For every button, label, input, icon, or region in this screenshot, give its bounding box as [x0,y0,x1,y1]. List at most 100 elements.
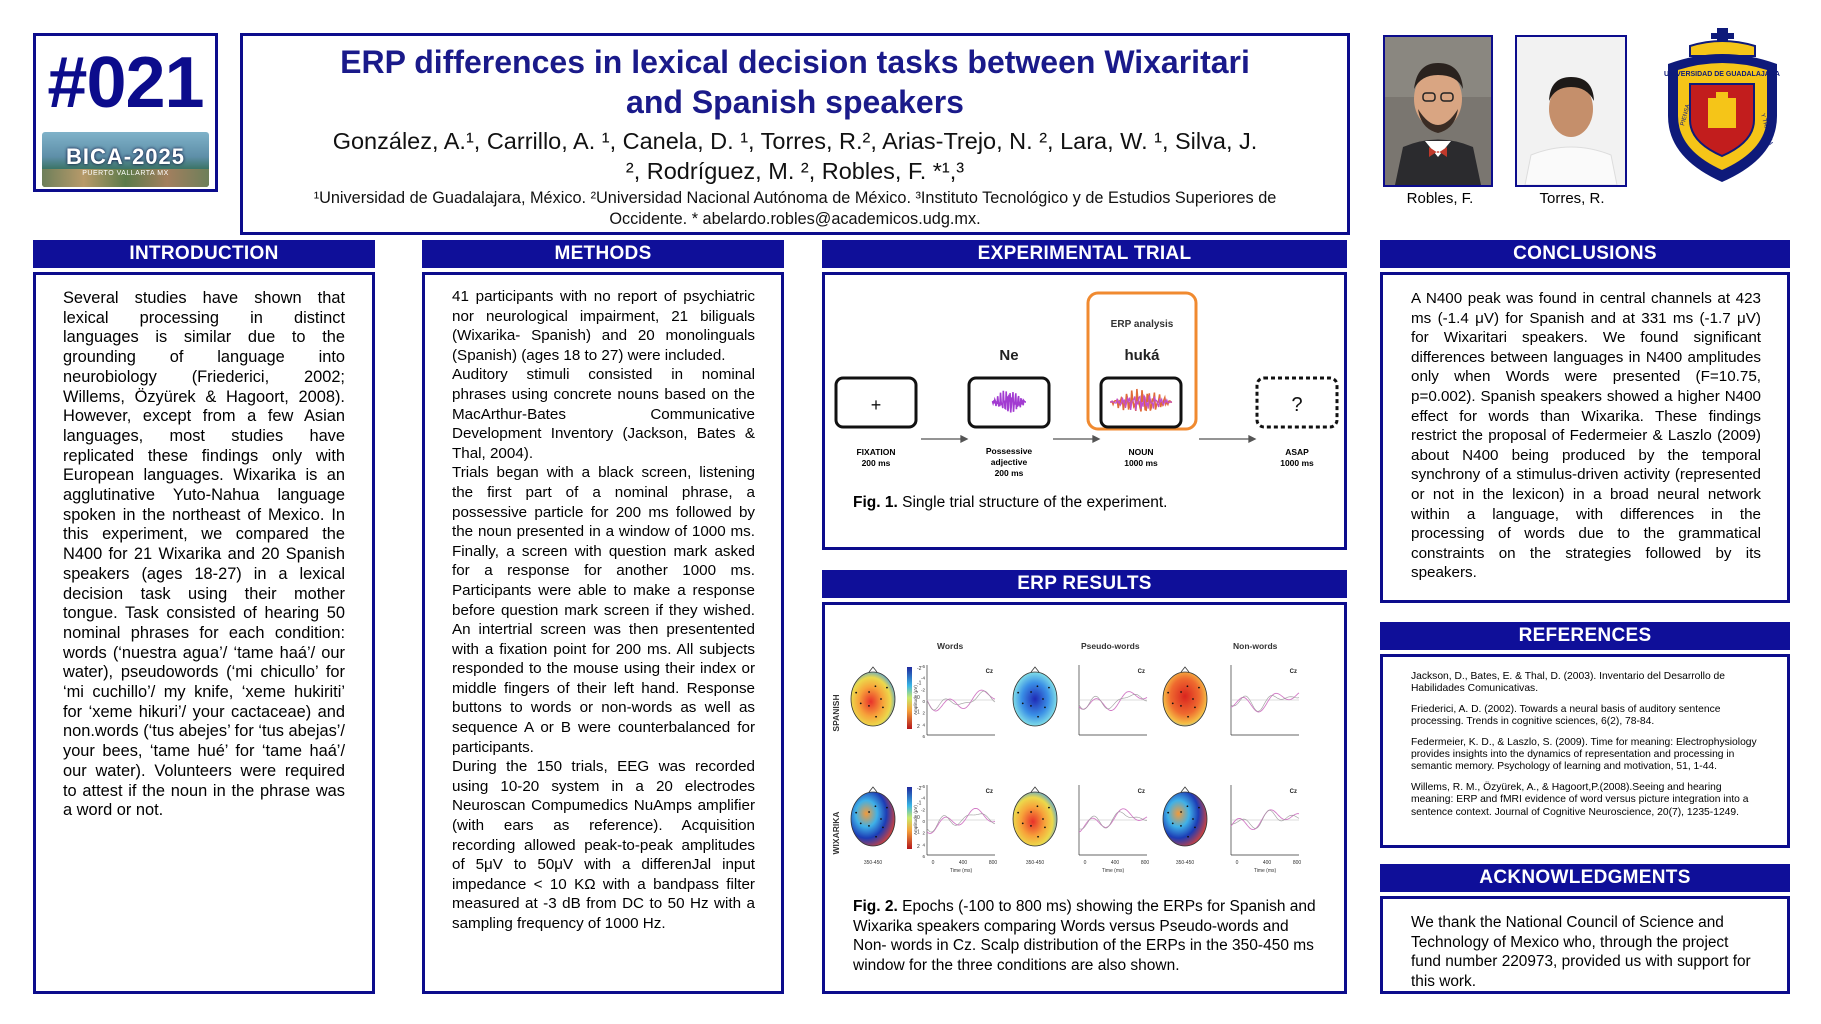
photo-caption-robles: Robles, F. [1406,190,1474,207]
electrode-dot [1180,825,1182,827]
erp-y-tick-label: 2 [922,711,925,716]
noun-waveform-icon [1109,388,1173,412]
erp-y-tick-label: -6 [921,664,925,669]
colorbar [907,787,912,849]
erp-waveform-secondary [926,813,996,833]
erp-y-tick-label: 2 [922,831,925,836]
erp-x-tick-label: 400 [1263,860,1272,866]
university-logo-text: UNIVERSIDAD DE GUADALAJARA [1664,71,1780,78]
fixation-box [834,376,918,429]
electrode-dot [1180,811,1182,813]
acknowledgments-box: We thank the National Council of Science… [1380,896,1790,994]
erp-window-label: 350-450 [864,860,883,866]
erp-x-tick-label: 400 [1111,860,1120,866]
electrode-dot [880,698,882,700]
trial-diagram: ERP analysis Ne huká + ? FIXATION 200 ms… [834,291,1339,478]
electrode-dot [859,822,862,825]
electrode-dot [886,806,888,809]
fig1-caption-label: Fig. 1. [853,494,898,511]
university-crest-icon: UNIVERSIDAD DE GUADALAJARA PIENSA Y TRAB… [1664,28,1780,182]
reference-item: Jackson, D., Bates, E. & Thal, D. (2003)… [1411,671,1726,695]
electrode-dot [1021,702,1024,705]
scalp-map [1162,671,1208,727]
authors-line2: ², Rodríguez, M. ², Robles, F. *¹,³ [625,158,965,184]
colorbar-tick-label: 1 [917,710,920,716]
possessive-waveform-icon [991,390,1026,413]
electrode-dot [1167,811,1170,814]
erp-channel-label: Cz [1138,789,1145,795]
affiliations-line2: Occidente. * abelardo.robles@academicos.… [609,210,981,228]
erp-x-axis-label: Time (ms) [1102,868,1125,874]
electrode-dot [875,835,877,838]
event-location: PUERTO VALLARTA MX [82,170,169,177]
electrode-dot [1194,826,1196,829]
colorbar-tick-label: -1 [917,681,922,687]
electrode-dot [868,825,870,827]
colorbar-tick-label: -2 [917,666,922,672]
erp-y-tick-label: -4 [921,796,925,801]
scalp-nose-icon [1180,666,1190,673]
methods-box: 41 participants with no report of psychi… [422,272,784,994]
electrode-dot [859,702,862,705]
fixation-cross-icon: + [871,395,882,415]
erp-y-tick-label: -6 [921,784,925,789]
electrode-dot [1030,825,1032,827]
erp-y-axis-label: Amplitude (μV) [913,685,918,715]
reference-item: Friederici, A. D. (2002). Towards a neur… [1411,703,1721,728]
erp-waveform-secondary [1078,811,1148,830]
erp-y-tick-label: -4 [921,676,925,681]
electrode-dot [868,811,870,813]
electrode-dot [1030,691,1032,693]
step-duration-possessive: 200 ms [995,468,1024,478]
electrode-dot [1186,805,1189,808]
erp-y-tick-label: 6 [922,734,925,739]
electrode-dot [1030,705,1032,707]
question-mark-icon: ? [1291,394,1302,416]
university-motto-left: PIENSA [1680,104,1691,127]
erp-channel-label: Cz [986,669,993,675]
electrode-dot [1048,806,1050,809]
fig2-caption-text: Epochs (-100 to 800 ms) showing the ERPs… [853,898,1316,974]
experimental-trial-box: ERP analysis Ne huká + ? FIXATION 200 ms… [822,272,1347,550]
sequence-arrows [921,434,1257,444]
electrode-dot [1044,826,1046,829]
colorbar [907,667,912,729]
step-label-adjective: adjective [991,457,1028,467]
stimulus-word-ne: Ne [999,347,1018,364]
erp-x-tick-label: 0 [932,860,935,866]
electrode-dot [1044,706,1046,709]
conclusions-text: A N400 peak was found in central channel… [1411,290,1761,582]
step-duration-asap: 1000 ms [1280,458,1314,468]
erp-results-heading: ERP RESULTS [822,570,1347,598]
electrode-dot [1198,806,1200,809]
introduction-box: Several studies have shown that lexical … [33,272,375,994]
acknowledgments-text: We thank the National Council of Science… [1411,914,1751,990]
fig1-caption: Fig. 1. Single trial structure of the ex… [853,493,1323,513]
colorbar-tick-label: -2 [917,786,922,792]
electrode-dot [875,715,877,718]
erp-x-tick-label: 800 [989,860,998,866]
electrode-dot [855,691,858,694]
electrode-dot [1167,691,1170,694]
event-logo-text: BICA-2025 [65,144,186,169]
electrode-dot [1042,818,1044,820]
electrode-dot [874,805,877,808]
electrode-dot [1180,705,1182,707]
introduction-heading: INTRODUCTION [33,240,375,268]
step-label-possessive: Possessive [986,446,1033,456]
erp-channel-label: Cz [986,789,993,795]
electrode-dot [1048,686,1050,689]
erp-waveform-primary [926,689,996,712]
references-box: Jackson, D., Bates, E. & Thal, D. (2003)… [1380,654,1790,848]
erp-x-axis-label: Time (ms) [1254,868,1277,874]
scalp-map [1012,671,1058,727]
electrode-dot [1194,706,1196,709]
electrode-dot [1192,818,1194,820]
scalp-nose-icon [868,666,878,673]
colorbar-tick-label: 2 [917,724,920,730]
reference-item: Federmeier, K. D., & Laszlo, S. (2009). … [1411,736,1757,773]
poster-title-line1: ERP differences in lexical decision task… [340,44,1250,80]
erp-x-axis-label: Time (ms) [950,868,973,874]
erp-x-tick-label: 800 [1293,860,1302,866]
erp-y-axis-label: Amplitude (μV) [913,805,918,835]
